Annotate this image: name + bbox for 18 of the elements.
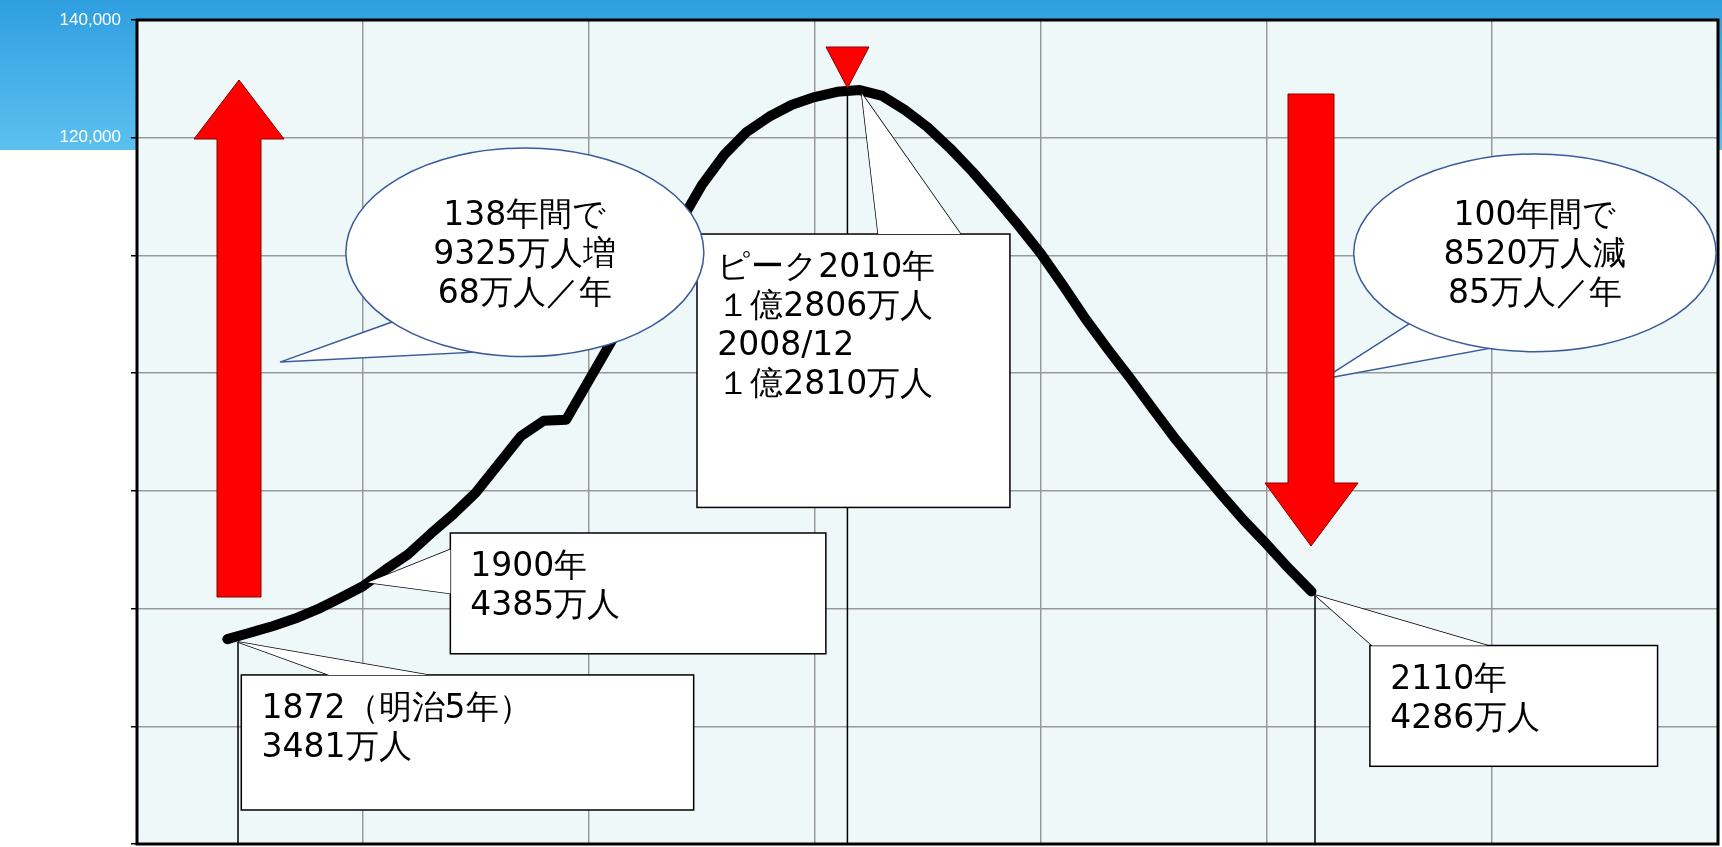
annotation: 4286万人 [1390,696,1541,736]
annotation: 4385万人 [470,583,621,623]
annotation: 2110年 [1390,657,1508,697]
annotation: 1900年 [470,544,588,584]
annotation: ピーク2010年 [717,245,936,285]
annotation: 8520万人減 [1443,233,1627,273]
annotation: 1872（明治5年） [261,687,532,727]
annotation: 3481万人 [261,726,412,766]
annotation: １億2810万人 [717,362,934,402]
annotation: 68万人／年 [437,272,612,312]
annotation: 100年間で [1453,194,1617,234]
annotation: 9325万人増 [433,233,617,273]
y-tick-label: 120,000 [59,127,121,147]
annotation: 138年間で [443,194,607,234]
y-tick-label: 140,000 [59,9,121,29]
annotation: 2008/12 [717,323,855,363]
annotation: １億2806万人 [717,284,934,324]
annotation: 85万人／年 [1448,272,1622,312]
